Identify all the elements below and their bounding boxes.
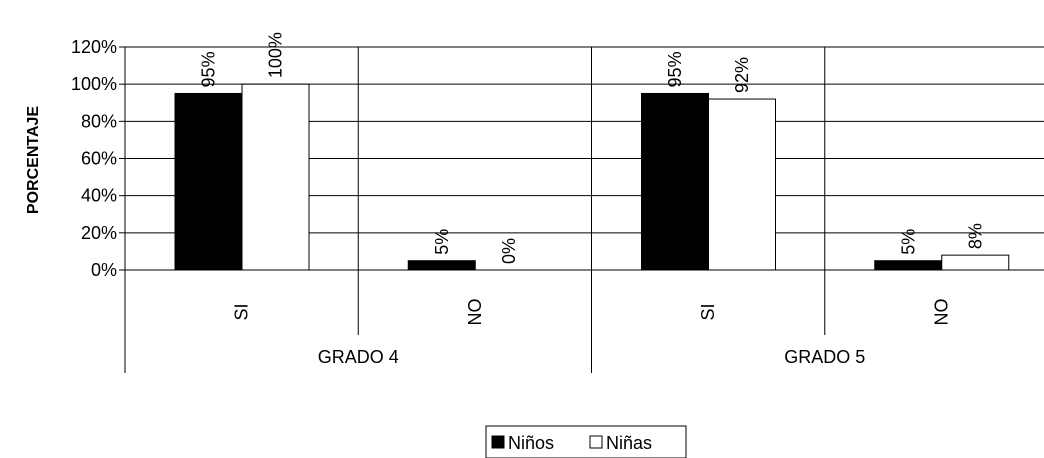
group-label: GRADO 4 [318, 347, 399, 367]
category-label: SI [232, 303, 252, 320]
data-label: 5% [432, 229, 452, 255]
bars [174, 83, 1010, 271]
legend-label: Niñas [606, 433, 652, 453]
data-label: 95% [665, 51, 685, 87]
data-labels: 95% 5% 95% 5% 100% 0% 92% 8% [199, 32, 986, 264]
bar [407, 260, 476, 271]
bar [941, 254, 1010, 271]
bar [708, 98, 776, 271]
y-tick-label: 40% [81, 186, 117, 206]
bar [874, 260, 943, 271]
legend-swatch [491, 435, 505, 449]
y-tick-label: 0% [91, 260, 117, 280]
category-label: NO [931, 299, 951, 326]
data-label: 100% [266, 32, 286, 78]
y-tick-label: 120% [71, 37, 117, 57]
y-axis: 0% 20% 40% 60% 80% 100% 120% [71, 37, 126, 373]
y-tick-label: 60% [81, 149, 117, 169]
data-label: 95% [199, 51, 219, 87]
legend-label: Niños [508, 433, 554, 453]
legend: Niños Niñas [485, 425, 687, 458]
legend-swatch [589, 435, 603, 449]
data-label: 8% [965, 223, 985, 249]
category-label: SI [698, 303, 718, 320]
data-label: 92% [732, 57, 752, 93]
data-label: 0% [499, 238, 519, 264]
category-label: NO [465, 299, 485, 326]
group-label: GRADO 5 [784, 347, 865, 367]
y-axis-label: PORCENTAJE [25, 106, 42, 214]
bar [174, 92, 243, 271]
y-tick-label: 80% [81, 111, 117, 131]
bar [241, 83, 310, 271]
x-axis: SI NO SI NO GRADO 4 GRADO 5 [232, 47, 951, 373]
bar [641, 92, 709, 271]
y-tick-label: 20% [81, 223, 117, 243]
legend-box [485, 425, 687, 458]
data-label: 5% [898, 229, 918, 255]
y-tick-label: 100% [71, 74, 117, 94]
